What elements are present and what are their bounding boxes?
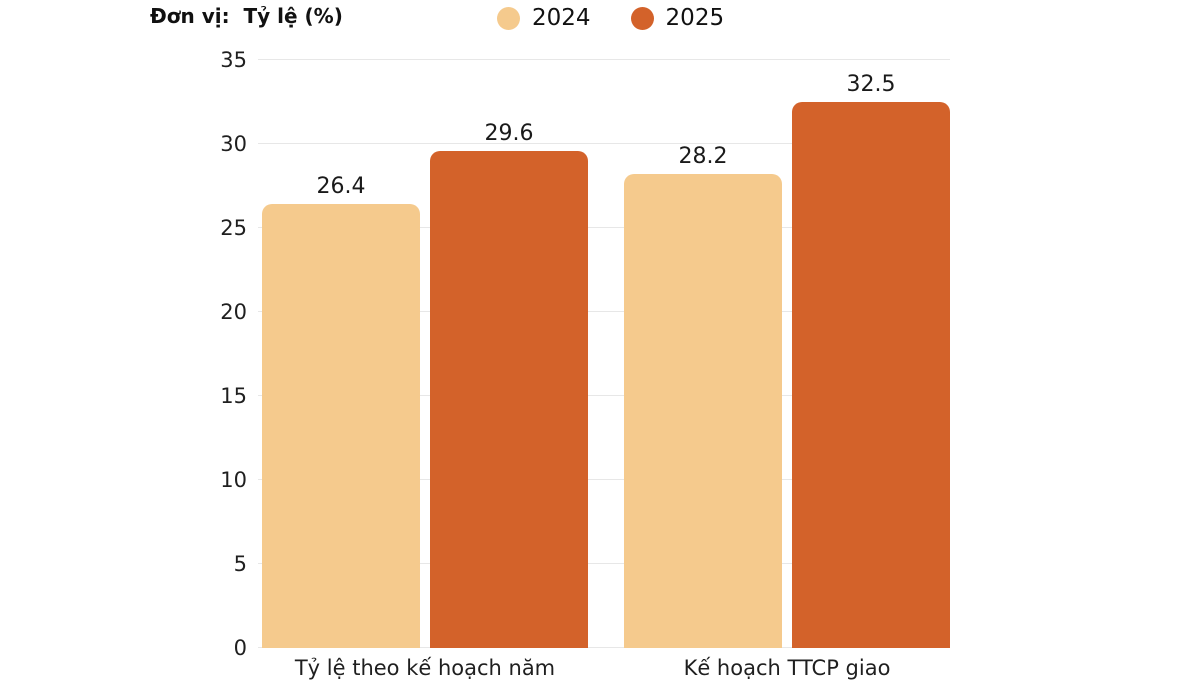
y-tick-label-25: 25 — [220, 216, 247, 240]
legend: 2024 2025 — [497, 5, 724, 31]
y-tick-label-0: 0 — [233, 636, 247, 660]
legend-item-2025[interactable]: 2025 — [630, 5, 725, 31]
unit-label: Đơn vị: Tỷ lệ (%) — [150, 4, 343, 28]
legend-item-2024[interactable]: 2024 — [497, 5, 591, 31]
bar-value-2024-group2: 28.2 — [678, 144, 728, 170]
y-tick-label-35: 35 — [220, 48, 247, 72]
y-tick-label-30: 30 — [220, 132, 247, 156]
bar-2025-group2[interactable] — [792, 102, 950, 648]
bar-2024-group1[interactable] — [262, 204, 420, 648]
bar-value-2025-group1: 29.6 — [484, 120, 534, 146]
y-tick-label-5: 5 — [233, 552, 247, 576]
gridline-35 — [258, 59, 950, 60]
gridline-0 — [258, 647, 950, 648]
y-tick-label-10: 10 — [220, 468, 247, 492]
x-axis-label-group2: Kế hoạch TTCP giao — [683, 656, 891, 680]
bar-value-2024-group1: 26.4 — [316, 174, 366, 200]
legend-swatch-2024-icon — [497, 6, 520, 30]
legend-swatch-2025-icon — [630, 6, 654, 30]
gridline-10 — [258, 479, 950, 480]
bar-value-2025-group2: 32.5 — [846, 72, 896, 97]
gridline-5 — [258, 563, 950, 564]
gridline-25 — [258, 227, 950, 228]
gridline-15 — [258, 395, 950, 396]
bar-2024-group2[interactable] — [624, 174, 782, 648]
gridline-20 — [258, 311, 950, 312]
y-tick-label-20: 20 — [220, 300, 247, 324]
legend-label-2025: 2025 — [665, 5, 725, 31]
legend-label-2024: 2024 — [532, 5, 591, 31]
x-axis-label-group1: Tỷ lệ theo kế hoạch năm — [294, 656, 556, 680]
bar-2025-group1[interactable] — [430, 150, 588, 648]
gridline-30 — [258, 143, 950, 144]
y-tick-label-15: 15 — [220, 384, 247, 408]
